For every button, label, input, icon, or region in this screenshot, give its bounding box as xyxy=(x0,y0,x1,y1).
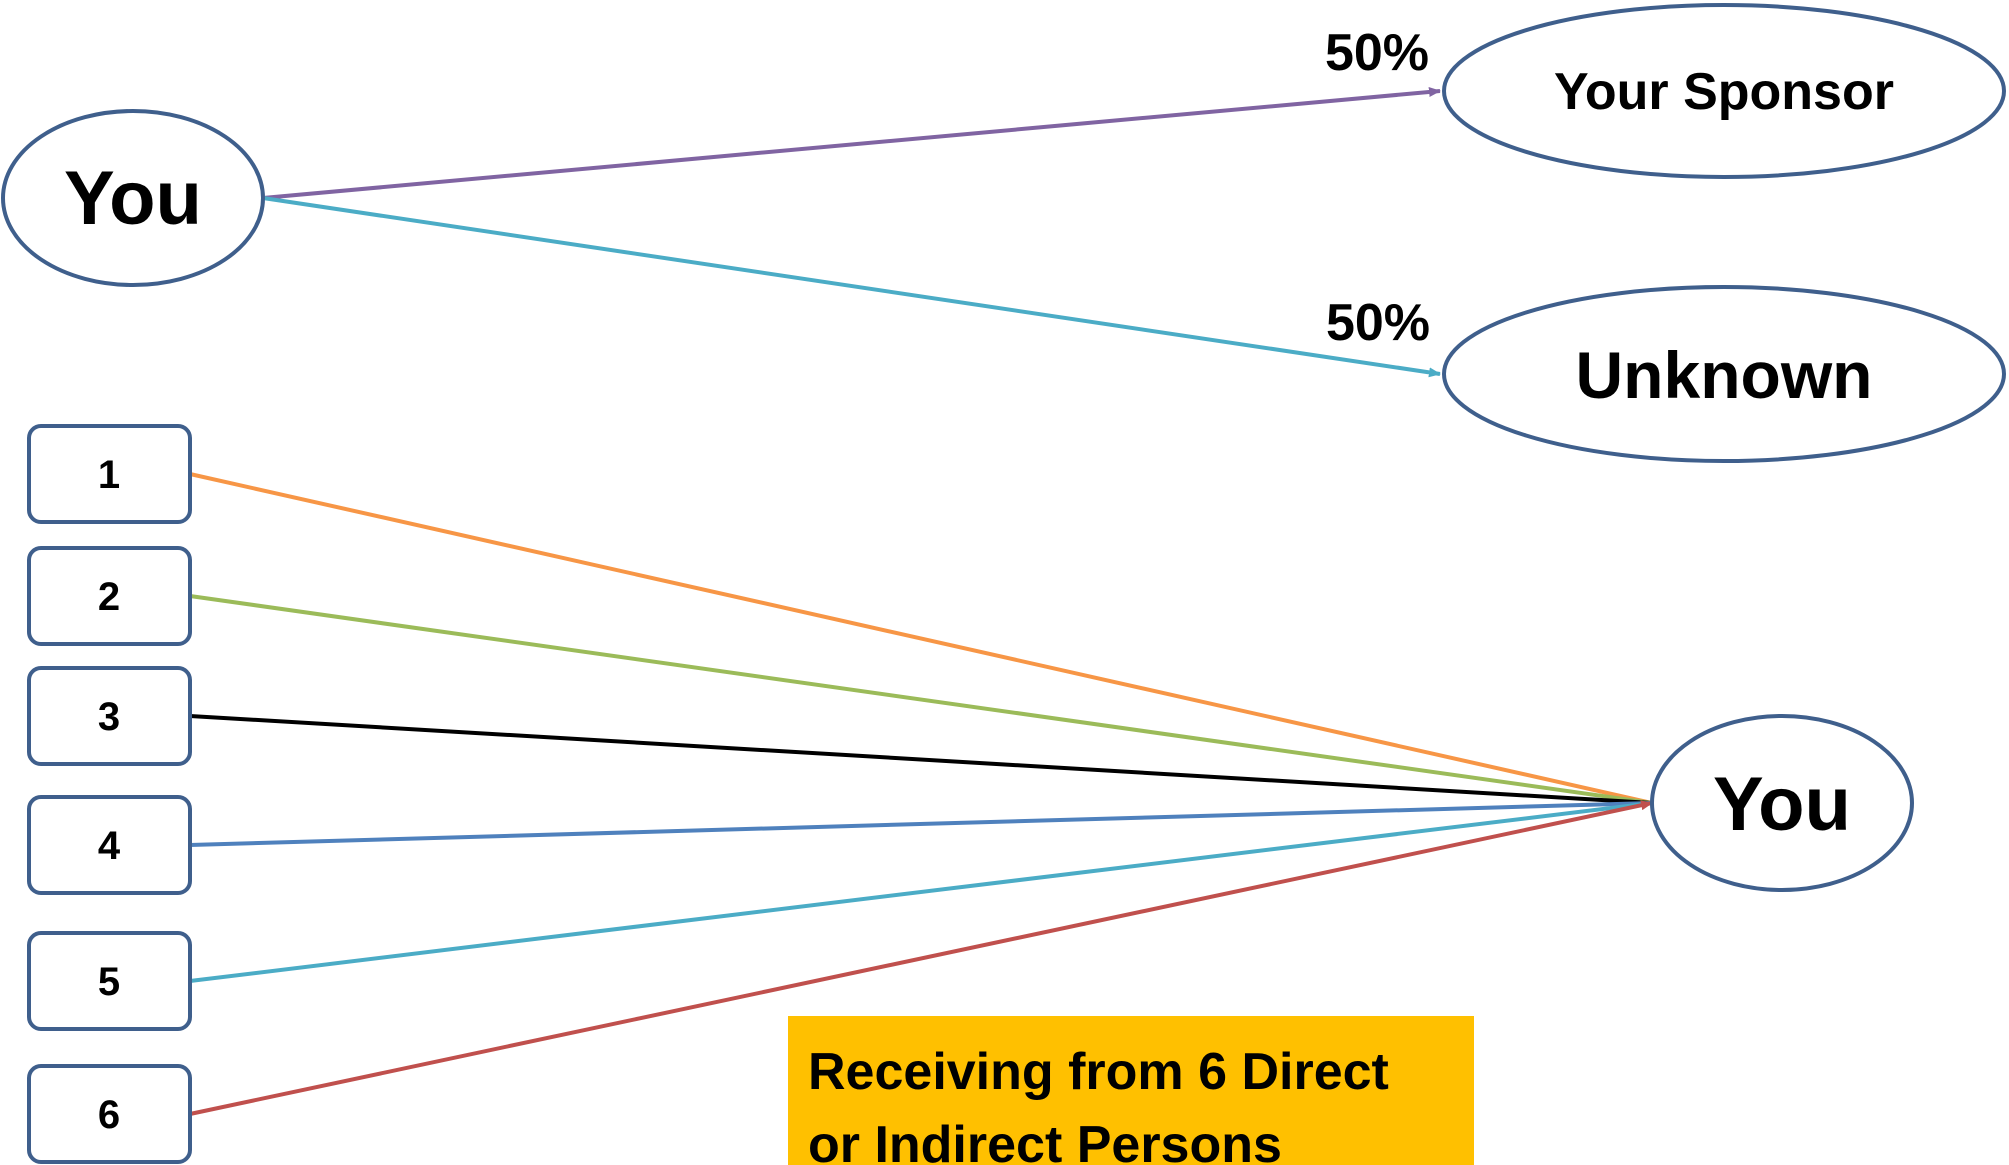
line-5-to-you xyxy=(189,801,1653,983)
line-4-to-you xyxy=(189,801,1653,847)
sponsor-label: Your Sponsor xyxy=(1554,63,1894,121)
target-label: You xyxy=(1713,762,1851,847)
summary-note-text: Receiving from 6 Direct or Indirect Pers… xyxy=(808,1043,1389,1165)
source-box-5: 5 xyxy=(27,931,192,1031)
line-6-to-you xyxy=(189,800,1653,1116)
unknown-label: Unknown xyxy=(1576,338,1873,412)
source-label-5: 5 xyxy=(98,960,120,1004)
source-label: You xyxy=(64,156,202,241)
target-node-unknown: Unknown xyxy=(1442,285,2006,463)
source-box-4: 4 xyxy=(27,795,192,895)
source-box-2: 2 xyxy=(27,546,192,646)
arrow-you-to-sponsor xyxy=(262,87,1441,200)
source-label-2: 2 xyxy=(98,575,120,619)
unknown-percent-label: 50% xyxy=(1326,294,1430,352)
source-box-6: 6 xyxy=(27,1064,192,1164)
line-3-to-you xyxy=(189,714,1653,805)
sponsor-percent-label: 50% xyxy=(1325,24,1429,82)
source-box-3: 3 xyxy=(27,666,192,766)
bottom-section: 1 2 3 4 5 6 You xyxy=(27,424,1914,1164)
source-label-1: 1 xyxy=(98,453,120,497)
summary-note: Receiving from 6 Direct or Indirect Pers… xyxy=(788,1016,1474,1165)
arrow-you-to-unknown xyxy=(262,196,1441,378)
source-node-you: You xyxy=(1,109,265,287)
top-section: You Your Sponsor 50% Unknown 50% xyxy=(1,3,2006,463)
line-1-to-you xyxy=(189,472,1653,805)
source-label-3: 3 xyxy=(98,695,120,739)
source-label-6: 6 xyxy=(98,1093,120,1137)
target-node-sponsor: Your Sponsor xyxy=(1442,3,2006,179)
target-node-you: You xyxy=(1650,714,1914,892)
source-box-1: 1 xyxy=(27,424,192,524)
source-label-4: 4 xyxy=(98,824,121,868)
line-2-to-you xyxy=(189,594,1653,805)
